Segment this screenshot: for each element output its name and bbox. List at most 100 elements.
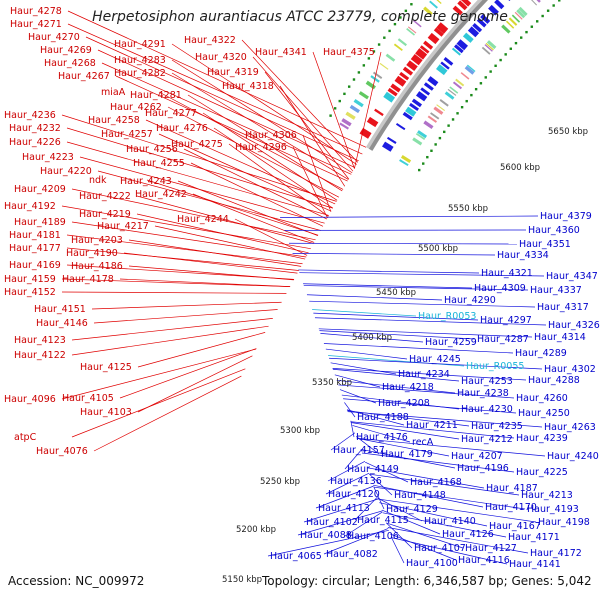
cog-outer [365,80,376,90]
forward-gene [415,48,428,60]
connector-line-forward [66,127,333,209]
gene-label-reverse: Haur_4234 [398,369,450,380]
connector-line-forward [93,309,278,324]
gene-label-forward: miaA [101,87,126,98]
connector-line-reverse [351,421,515,439]
gene-label-reverse: Haur_4168 [410,477,462,488]
forward-gene [457,0,468,11]
gc-dot-outer [404,9,408,13]
connector-line-reverse [344,450,362,470]
gc-dot-inner [489,70,492,73]
cog-inner [433,106,444,115]
scale-tick-label: 5300 kbp [280,426,320,436]
gene-label-reverse: Haur_4170 [485,502,537,513]
gc-dot-outer [367,57,371,60]
connector-line-reverse [354,496,378,521]
cog-inner [484,44,493,52]
cog-inner [455,78,465,87]
gene-label-reverse: Haur_4213 [521,490,573,501]
cog-inner [399,159,409,167]
gene-label-forward: Haur_4318 [222,81,274,92]
cog-inner [516,9,526,19]
connector-line-reverse [332,368,460,382]
connector-line-forward [61,348,257,400]
cog-outer [372,71,383,80]
reverse-gene [402,111,413,121]
connector-line-forward [137,332,266,368]
gene-label-forward: Haur_4271 [10,19,62,30]
cog-inner [514,11,523,20]
gene-label-forward: Haur_4105 [62,393,114,404]
reverse-gene [494,0,505,10]
connector-line-reverse [369,473,520,496]
connector-line-reverse [386,522,413,549]
forward-gene [383,91,396,103]
gene-label-reverse: Haur_4107 [414,543,466,554]
gene-label-forward: Haur_4278 [10,6,62,17]
rna-label: Haur_R0055 [466,361,524,372]
reverse-gene [409,102,419,112]
connector-line-forward [61,205,311,250]
connector-line-reverse [298,269,480,274]
connector-line-reverse [391,537,508,565]
gene-label-forward: Haur_4296 [235,142,287,153]
gene-label-reverse: Haur_4297 [480,315,532,326]
connector-line-forward [241,39,359,163]
gene-label-forward: Haur_4281 [130,90,182,101]
gc-dot-inner [479,82,483,85]
gene-label-forward: Haur_4181 [9,230,61,241]
connector-line-reverse [318,328,533,338]
gene-label-forward: Haur_4076 [36,446,88,457]
forward-gene [419,45,430,54]
connector-line-forward [228,143,329,217]
reverse-gene [411,98,422,108]
gene-label-forward: Haur_4151 [34,304,86,315]
cog-inner [508,17,518,26]
reverse-gene [462,32,474,43]
backbone-ring [368,0,489,151]
connector-line-forward [85,36,359,162]
gene-label-forward: atpC [14,432,37,443]
scale-tick-label: 5550 kbp [448,204,488,214]
forward-gene [433,27,444,37]
connector-line-forward [292,146,328,219]
gene-label-forward: Haur_4103 [80,407,132,418]
gene-label-reverse: Haur_4208 [378,398,430,409]
gc-dot-inner [460,106,464,109]
cog-inner [481,46,491,55]
cog-inner [460,72,470,80]
cog-outer [406,28,416,36]
scale-tick-label: 5650 kbp [548,127,588,137]
gene-label-reverse: Haur_4157 [333,445,385,456]
gc-dot-inner [484,76,487,79]
connector-line-forward [71,318,273,341]
gc-dot-inner [536,20,539,23]
connector-line-forward [312,51,355,169]
forward-gene [402,66,414,76]
gene-label-reverse: Haur_4314 [534,332,586,343]
connector-line-forward [171,59,353,174]
cog-inner [415,132,426,140]
gene-label-forward: Haur_4269 [40,45,92,56]
cog-inner [400,155,412,164]
gene-label-forward: Haur_4306 [245,130,297,141]
gc-dot-inner [430,149,433,152]
gc-dot-outer [362,64,366,67]
connector-line-reverse [314,317,547,326]
connector-line-forward [213,127,334,209]
gene-label-forward: Haur_4256 [126,144,178,155]
gene-label-reverse: Haur_4126 [442,529,494,540]
gc-dot-outer [357,71,361,74]
forward-gene [460,0,472,7]
gene-label-reverse: Haur_4065 [270,551,322,562]
connector-line-forward [79,156,325,224]
gc-dot-outer [377,43,381,46]
connector-line-reverse [356,437,546,457]
cog-outer [412,19,422,28]
gene-label-reverse: Haur_4334 [497,250,549,261]
cog-inner [417,130,428,139]
gene-label-reverse: Haur_4176 [356,432,408,443]
connector-line-reverse [390,536,405,564]
forward-gene [406,60,418,72]
